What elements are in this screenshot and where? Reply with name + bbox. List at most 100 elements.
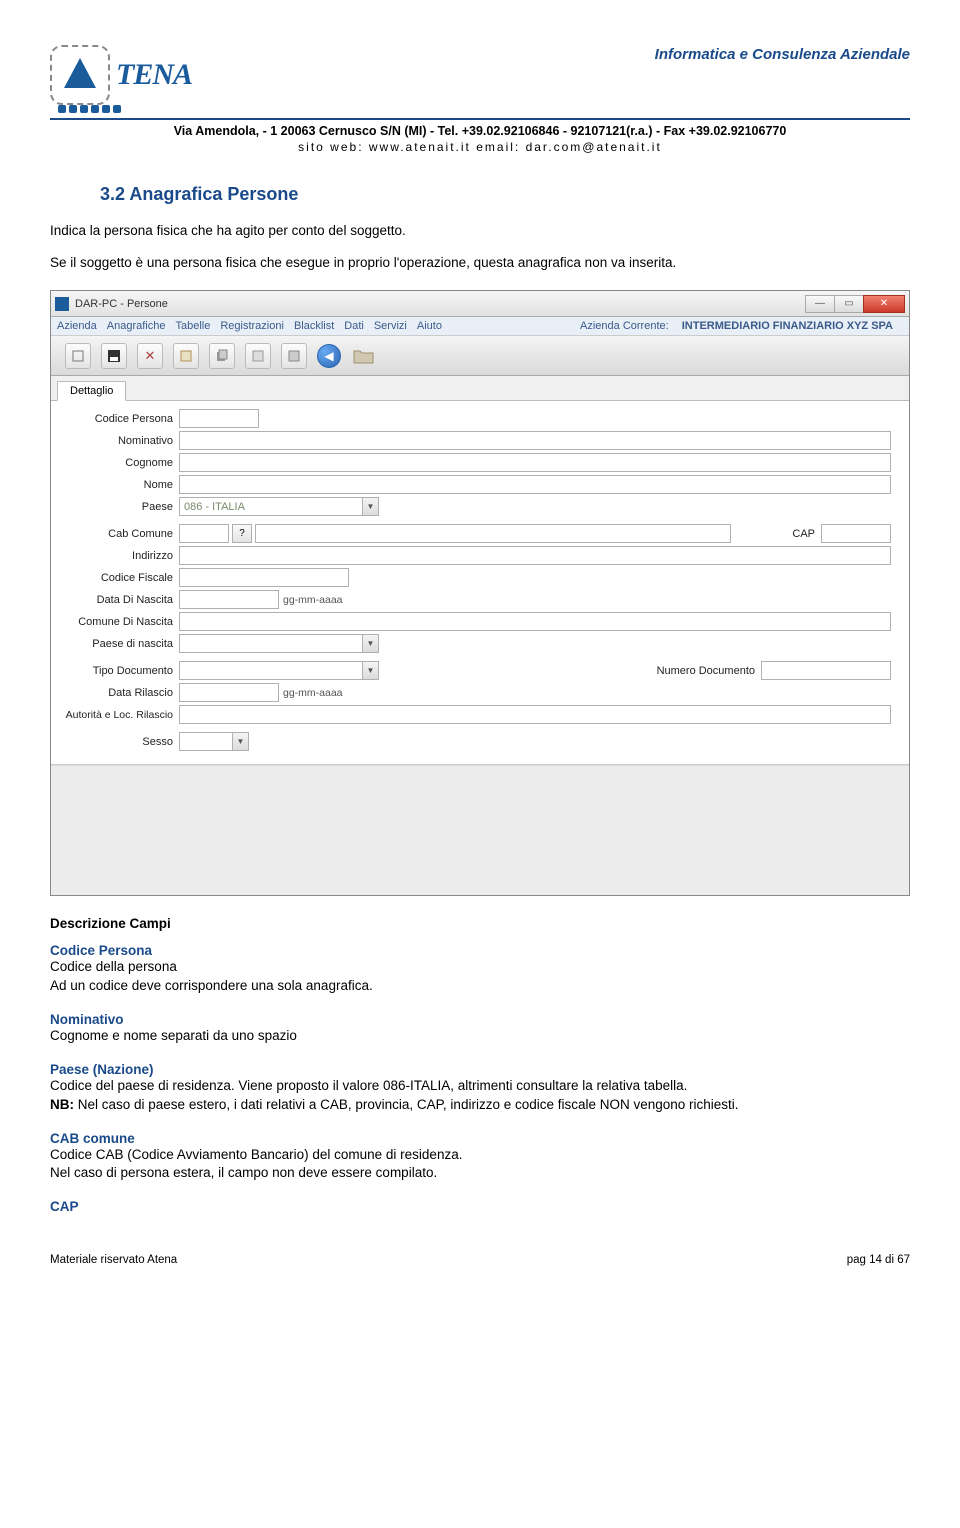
date-hint-1: gg-mm-aaaa <box>283 594 343 606</box>
label-nome: Nome <box>61 479 179 491</box>
document-header: TENA Informatica e Consulenza Aziendale <box>50 40 910 110</box>
cab-comune-input[interactable] <box>179 524 229 543</box>
label-paese: Paese <box>61 501 179 513</box>
minimize-button[interactable]: — <box>805 295 835 313</box>
menubar: Azienda Anagrafiche Tabelle Registrazion… <box>51 317 909 336</box>
codice-fiscale-input[interactable] <box>179 568 349 587</box>
label-data-nascita: Data Di Nascita <box>61 594 179 606</box>
field-h-paese: Paese (Nazione) <box>50 1062 910 1077</box>
menu-azienda[interactable]: Azienda <box>57 320 97 332</box>
field-h-codice-persona: Codice Persona <box>50 943 910 958</box>
label-sesso: Sesso <box>61 736 179 748</box>
app-padding <box>51 765 909 895</box>
label-codice-persona: Codice Persona <box>61 413 179 425</box>
menu-blacklist[interactable]: Blacklist <box>294 320 334 332</box>
app-icon <box>55 297 69 311</box>
logo-text: TENA <box>116 58 192 92</box>
label-cab-comune: Cab Comune <box>61 528 179 540</box>
page-footer: Materiale riservato Atena pag 14 di 67 <box>50 1254 910 1266</box>
field-h-cap: CAP <box>50 1199 910 1214</box>
cab-comune-desc-input[interactable] <box>255 524 731 543</box>
label-tipo-documento: Tipo Documento <box>61 665 179 677</box>
indirizzo-input[interactable] <box>179 546 891 565</box>
label-data-rilascio: Data Rilascio <box>61 687 179 699</box>
codice-persona-input[interactable] <box>179 409 259 428</box>
paese-dropdown[interactable]: 086 - ITALIA▼ <box>179 497 379 516</box>
company-description: Informatica e Consulenza Aziendale <box>240 46 910 63</box>
field-t-cab-1: Codice CAB (Codice Avviamento Bancario) … <box>50 1146 910 1165</box>
intro-p2: Se il soggetto è una persona fisica che … <box>50 253 910 273</box>
tab-dettaglio[interactable]: Dettaglio <box>57 381 126 401</box>
chevron-down-icon: ▼ <box>362 662 378 679</box>
field-t-cab-2: Nel caso di persona estera, il campo non… <box>50 1164 910 1183</box>
toolbar-btn-4[interactable] <box>173 343 199 369</box>
field-t-paese-nb: NB: Nel caso di paese estero, i dati rel… <box>50 1096 910 1115</box>
autorita-input[interactable] <box>179 705 891 724</box>
address-line: Via Amendola, - 1 20063 Cernusco S/N (MI… <box>50 124 910 138</box>
chevron-down-icon: ▼ <box>362 498 378 515</box>
tab-row: Dettaglio <box>51 376 909 401</box>
section-heading: 3.2 Anagrafica Persone <box>100 184 910 205</box>
toolbar-btn-6[interactable] <box>245 343 271 369</box>
label-autorita: Autorità e Loc. Rilascio <box>61 709 179 721</box>
tipo-documento-dropdown[interactable]: ▼ <box>179 661 379 680</box>
chevron-down-icon: ▼ <box>232 733 248 750</box>
chevron-down-icon: ▼ <box>362 635 378 652</box>
footer-right: pag 14 di 67 <box>847 1254 910 1266</box>
label-indirizzo: Indirizzo <box>61 550 179 562</box>
label-paese-nascita: Paese di nascita <box>61 638 179 650</box>
menu-dati[interactable]: Dati <box>344 320 364 332</box>
comune-nascita-input[interactable] <box>179 612 891 631</box>
close-button[interactable]: ✕ <box>863 295 905 313</box>
toolbar-back-icon[interactable]: ◀ <box>317 344 341 368</box>
campi-heading: Descrizione Campi <box>50 916 910 931</box>
cognome-input[interactable] <box>179 453 891 472</box>
numero-documento-input[interactable] <box>761 661 891 680</box>
intro-p1: Indica la persona fisica che ha agito pe… <box>50 221 910 241</box>
label-cap: CAP <box>761 528 821 540</box>
label-codice-fiscale: Codice Fiscale <box>61 572 179 584</box>
label-nominativo: Nominativo <box>61 435 179 447</box>
window-title: DAR-PC - Persone <box>75 298 168 310</box>
toolbar: ✕ ◀ <box>51 336 909 376</box>
field-h-nominativo: Nominativo <box>50 1012 910 1027</box>
window-titlebar: DAR-PC - Persone — ▭ ✕ <box>51 291 909 317</box>
toolbar-btn-1[interactable] <box>65 343 91 369</box>
cap-input[interactable] <box>821 524 891 543</box>
menu-anagrafiche[interactable]: Anagrafiche <box>107 320 166 332</box>
date-hint-2: gg-mm-aaaa <box>283 687 343 699</box>
label-comune-nascita: Comune Di Nascita <box>61 616 179 628</box>
field-h-cab: CAB comune <box>50 1131 910 1146</box>
data-rilascio-input[interactable] <box>179 683 279 702</box>
field-t-codice-persona-2: Ad un codice deve corrispondere una sola… <box>50 977 910 996</box>
toolbar-btn-5[interactable] <box>209 343 235 369</box>
logo-mark <box>50 45 110 105</box>
toolbar-btn-7[interactable] <box>281 343 307 369</box>
menu-registrazioni[interactable]: Registrazioni <box>220 320 284 332</box>
field-t-nominativo: Cognome e nome separati da uno spazio <box>50 1027 910 1046</box>
menu-servizi[interactable]: Servizi <box>374 320 407 332</box>
toolbar-delete-icon[interactable]: ✕ <box>137 343 163 369</box>
nome-input[interactable] <box>179 475 891 494</box>
logo: TENA <box>50 40 240 110</box>
sesso-dropdown[interactable]: ▼ <box>179 732 249 751</box>
header-rule <box>50 118 910 120</box>
menu-tabelle[interactable]: Tabelle <box>175 320 210 332</box>
cab-lookup-button[interactable]: ? <box>232 524 252 543</box>
data-nascita-input[interactable] <box>179 590 279 609</box>
menu-aiuto[interactable]: Aiuto <box>417 320 442 332</box>
toolbar-folder-icon[interactable] <box>351 343 377 369</box>
app-window: DAR-PC - Persone — ▭ ✕ Azienda Anagrafic… <box>50 290 910 896</box>
field-t-paese-1: Codice del paese di residenza. Viene pro… <box>50 1077 910 1096</box>
label-numero-documento: Numero Documento <box>631 665 761 677</box>
footer-left: Materiale riservato Atena <box>50 1254 177 1266</box>
form-area: Codice Persona Nominativo Cognome Nome P… <box>51 401 909 765</box>
field-t-codice-persona-1: Codice della persona <box>50 958 910 977</box>
logo-triangle-icon <box>64 58 96 88</box>
maximize-button[interactable]: ▭ <box>834 295 864 313</box>
label-cognome: Cognome <box>61 457 179 469</box>
toolbar-save-icon[interactable] <box>101 343 127 369</box>
nominativo-input[interactable] <box>179 431 891 450</box>
paese-nascita-dropdown[interactable]: ▼ <box>179 634 379 653</box>
current-company: Azienda Corrente: INTERMEDIARIO FINANZIA… <box>580 320 893 332</box>
